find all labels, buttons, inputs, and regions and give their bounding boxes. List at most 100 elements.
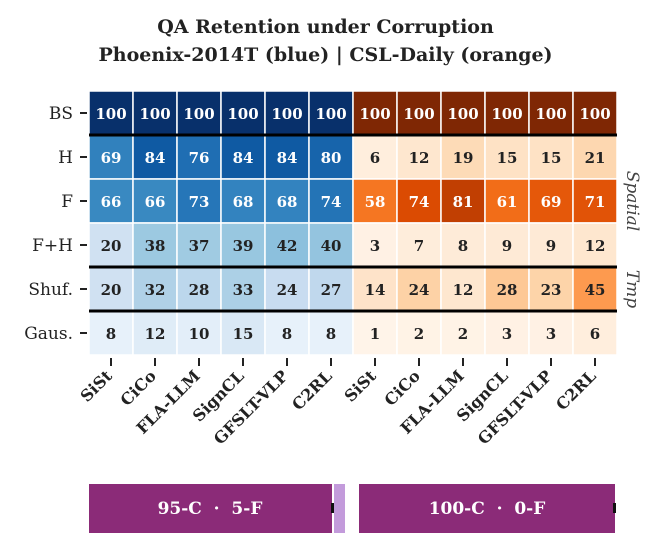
heatmap-cell xyxy=(308,266,354,312)
cell-value-label: 100 xyxy=(403,105,434,123)
cell-value-label: 9 xyxy=(546,237,556,255)
cell-value-label: 100 xyxy=(315,105,346,123)
cell-value-label: 42 xyxy=(277,237,298,255)
heatmap-cell xyxy=(528,266,574,312)
cell-value-label: 100 xyxy=(447,105,478,123)
cell-value-label: 39 xyxy=(233,237,254,255)
cell-value-label: 32 xyxy=(145,281,166,299)
cell-value-label: 68 xyxy=(233,193,254,211)
row-tick xyxy=(80,200,87,202)
column-tick xyxy=(594,358,596,366)
heatmap-cell xyxy=(264,178,310,224)
cell-value-label: 8 xyxy=(458,237,468,255)
cell-value-label: 12 xyxy=(145,325,166,343)
column-tick xyxy=(506,358,508,366)
cell-value-label: 7 xyxy=(414,237,424,255)
heatmap-cell xyxy=(572,266,618,312)
heatmap-cell xyxy=(352,134,398,180)
row-tick xyxy=(80,288,87,290)
cell-value-label: 6 xyxy=(370,149,380,167)
footer-right-bar xyxy=(359,484,615,533)
cell-value-label: 8 xyxy=(106,325,116,343)
cell-value-label: 28 xyxy=(497,281,518,299)
heatmap-cells xyxy=(88,90,618,356)
cell-value-label: 12 xyxy=(585,237,606,255)
heatmap-cell xyxy=(220,222,266,268)
cell-value-label: 24 xyxy=(277,281,298,299)
heatmap-cell xyxy=(572,178,618,224)
cell-value-label: 100 xyxy=(271,105,302,123)
cell-value-label: 12 xyxy=(409,149,430,167)
cell-value-label: 84 xyxy=(233,149,254,167)
chart-subtitle: Phoenix-2014T (blue) | CSL-Daily (orange… xyxy=(98,44,553,66)
row-label: Shuf. xyxy=(28,280,73,300)
heatmap-cell xyxy=(528,90,574,136)
cell-value-label: 61 xyxy=(497,193,518,211)
cell-value-label: 45 xyxy=(585,281,606,299)
column-label: C2RL xyxy=(552,366,600,414)
heatmap-dividers xyxy=(89,133,617,313)
cell-value-label: 14 xyxy=(365,281,386,299)
column-label: SiSt xyxy=(341,366,381,406)
cell-value-label: 33 xyxy=(233,281,254,299)
heatmap-cell xyxy=(132,310,178,356)
column-tick xyxy=(418,358,420,366)
column-label: SiSt xyxy=(77,366,117,406)
cell-value-label: 80 xyxy=(321,149,342,167)
footer-bar: 95-C · 5-F 100-C · 0-F xyxy=(89,484,616,533)
row-label: H xyxy=(58,148,73,168)
row-label: F xyxy=(61,192,73,212)
cell-value-label: 58 xyxy=(365,193,386,211)
cell-value-label: 100 xyxy=(359,105,390,123)
column-tick xyxy=(462,358,464,366)
cell-value-label: 69 xyxy=(541,193,562,211)
cell-value-label: 40 xyxy=(321,237,342,255)
row-label: BS xyxy=(49,104,73,124)
cell-value-label: 27 xyxy=(321,281,342,299)
cell-value-label: 84 xyxy=(277,149,298,167)
heatmap-cell xyxy=(396,222,442,268)
cell-value-label: 1 xyxy=(370,325,380,343)
footer-separator xyxy=(334,484,345,533)
cell-value-label: 15 xyxy=(497,149,518,167)
row-group-label: Tmp xyxy=(622,270,642,308)
cell-value-label: 15 xyxy=(233,325,254,343)
cell-value-label: 69 xyxy=(101,149,122,167)
group-divider-line xyxy=(89,133,617,137)
heatmap-cell xyxy=(88,90,134,136)
cell-value-label: 3 xyxy=(546,325,556,343)
chart-title: QA Retention under Corruption xyxy=(157,16,494,38)
cell-value-label: 2 xyxy=(458,325,468,343)
footer-tick-left xyxy=(331,503,334,513)
cell-value-label: 66 xyxy=(145,193,166,211)
column-tick xyxy=(286,358,288,366)
cell-value-label: 100 xyxy=(139,105,170,123)
column-tick xyxy=(154,358,156,366)
cell-value-label: 3 xyxy=(502,325,512,343)
cell-value-label: 37 xyxy=(189,237,210,255)
cell-value-label: 73 xyxy=(189,193,210,211)
cell-value-label: 100 xyxy=(579,105,610,123)
cell-value-label: 23 xyxy=(541,281,562,299)
row-group-label: Spatial xyxy=(622,171,642,232)
cell-value-label: 21 xyxy=(585,149,606,167)
heatmap-cell xyxy=(440,90,486,136)
column-tick xyxy=(550,358,552,366)
heatmap-cell xyxy=(176,90,222,136)
cell-value-label: 20 xyxy=(101,281,122,299)
row-group-labels: Spatial Tmp xyxy=(622,171,642,309)
cell-value-label: 84 xyxy=(145,149,166,167)
heatmap-cell xyxy=(88,222,134,268)
cell-value-label: 74 xyxy=(409,193,430,211)
heatmap-cell xyxy=(176,310,222,356)
heatmap-cell xyxy=(572,134,618,180)
heatmap-cell xyxy=(308,134,354,180)
heatmap-cell xyxy=(220,90,266,136)
column-label: C2RL xyxy=(288,366,336,414)
column-tick xyxy=(374,358,376,366)
cell-value-label: 74 xyxy=(321,193,342,211)
row-tick xyxy=(80,244,87,246)
